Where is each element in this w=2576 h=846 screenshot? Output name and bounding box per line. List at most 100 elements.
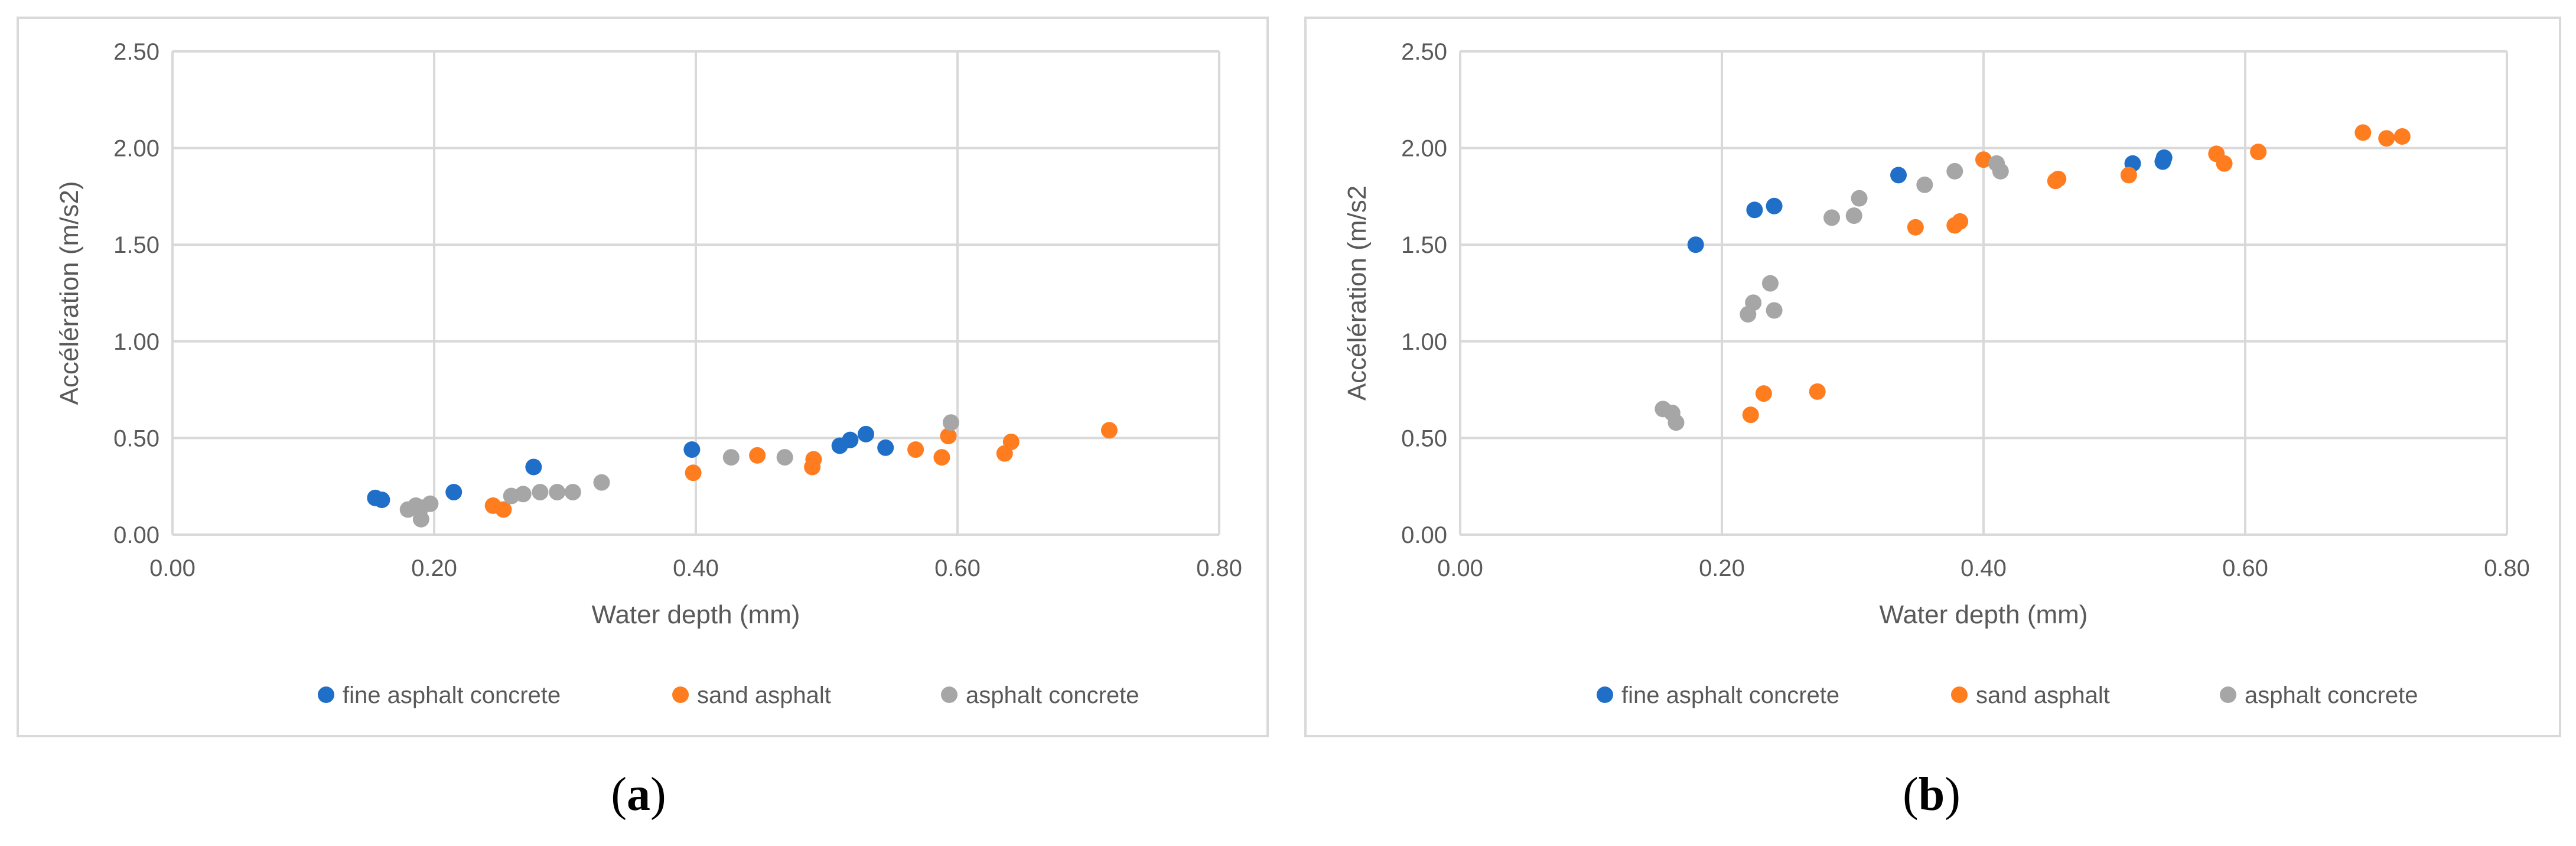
- data-point: [1952, 213, 1969, 230]
- legend-marker: [318, 686, 334, 703]
- y-tick-label: 0.00: [1401, 522, 1447, 548]
- data-point: [1992, 162, 2009, 180]
- data-point: [412, 510, 429, 528]
- legend-label: fine asphalt concrete: [343, 682, 561, 708]
- caption-a: (a): [611, 769, 666, 821]
- legend-label: asphalt concrete: [966, 682, 1139, 708]
- y-tick-label: 1.00: [1401, 329, 1447, 355]
- data-point: [1975, 151, 1992, 168]
- data-point: [1823, 209, 1841, 226]
- scatter-chart-b: 0.00 0.50 1.00 1.50 2.00 2.50 0.00 0.20 0.40 0.60…: [1343, 39, 2530, 708]
- data-point: [1809, 383, 1826, 400]
- x-tick-label: 0.40: [1961, 555, 2007, 581]
- legend-item: asphalt concrete: [941, 682, 1139, 708]
- data-point: [940, 428, 957, 445]
- data-point: [2155, 149, 2173, 166]
- x-tick-label: 0.20: [411, 555, 457, 581]
- data-point: [685, 464, 702, 481]
- data-point: [1916, 176, 1933, 193]
- data-point: [1890, 167, 1907, 184]
- data-point: [877, 439, 894, 456]
- legend-item: sand asphalt: [1951, 682, 2110, 708]
- series-sand-asphalt: [1742, 124, 2411, 424]
- y-tick-label: 2.00: [113, 136, 159, 162]
- legend-item: fine asphalt concrete: [318, 682, 561, 708]
- data-point: [514, 486, 532, 503]
- y-tick-label: 2.00: [1401, 136, 1447, 162]
- data-point: [1745, 294, 1762, 311]
- data-point: [933, 449, 950, 466]
- data-point: [2354, 124, 2372, 141]
- data-point: [564, 484, 581, 501]
- x-tick-label: 0.60: [934, 555, 981, 581]
- y-tick-label: 1.50: [1401, 232, 1447, 258]
- data-point: [2050, 170, 2067, 187]
- data-point: [857, 425, 874, 442]
- caption-a-letter: a: [627, 769, 650, 821]
- y-tick-label: 2.50: [1401, 39, 1447, 65]
- data-point: [1687, 236, 1704, 253]
- data-point: [422, 495, 439, 512]
- scatter-chart-a: 0.00 0.50 1.00 1.50 2.00 2.50 0.00 0.20 0.40 0.60…: [55, 39, 1242, 708]
- data-point: [525, 458, 542, 476]
- data-point: [1761, 275, 1779, 292]
- legend-marker: [672, 686, 689, 703]
- y-tick-label: 2.50: [113, 39, 159, 65]
- legend-label: fine asphalt concrete: [1621, 682, 1839, 708]
- series-fine-asphalt-concrete: [367, 425, 894, 509]
- y-tick-label: 1.00: [113, 329, 159, 355]
- data-point: [2120, 167, 2137, 184]
- data-point: [532, 484, 549, 501]
- data-point: [445, 484, 463, 501]
- data-point: [2216, 155, 2233, 172]
- legend-marker: [2220, 686, 2236, 703]
- data-point: [942, 414, 959, 431]
- data-point: [2378, 130, 2395, 147]
- data-point: [1907, 219, 1924, 236]
- caption-b-letter: b: [1918, 769, 1945, 821]
- chart-panel-a: 0.00 0.50 1.00 1.50 2.00 2.50 0.00 0.20 0.40 0.60…: [17, 17, 1269, 737]
- legend-label: sand asphalt: [1976, 682, 2110, 708]
- y-tick-label: 0.50: [1401, 425, 1447, 451]
- data-point: [805, 451, 822, 468]
- data-point: [907, 441, 924, 458]
- y-axis-title: Accélération (m/s2): [55, 181, 84, 405]
- data-point: [2393, 128, 2411, 145]
- data-point: [2250, 144, 2267, 161]
- x-tick-label: 0.20: [1699, 555, 1745, 581]
- x-tick-label: 0.00: [149, 555, 196, 581]
- data-point: [749, 447, 766, 464]
- data-point: [1002, 433, 1020, 450]
- data-point: [722, 449, 740, 466]
- y-tick-label: 1.50: [113, 232, 159, 258]
- series-sand-asphalt: [484, 422, 1118, 518]
- x-tick-label: 0.00: [1437, 555, 1483, 581]
- data-point: [1766, 302, 1783, 319]
- series-asphalt-concrete: [399, 414, 959, 528]
- data-point: [1946, 162, 1963, 180]
- x-axis-title: Water depth (mm): [592, 600, 800, 629]
- y-tick-label: 0.00: [113, 522, 159, 548]
- legend-marker: [941, 686, 958, 703]
- data-point: [1851, 190, 1868, 207]
- data-point: [373, 492, 390, 509]
- data-point: [1845, 207, 1862, 224]
- data-point: [1755, 385, 1772, 402]
- data-point: [549, 484, 566, 501]
- data-point: [495, 501, 512, 518]
- data-point: [1100, 422, 1118, 439]
- caption-b: (b): [1903, 769, 1961, 821]
- y-axis-title: Accélération (m/s2: [1343, 186, 1372, 401]
- x-tick-label: 0.80: [2484, 555, 2530, 581]
- y-tick-label: 0.50: [113, 425, 159, 451]
- series-asphalt-concrete: [1655, 155, 2009, 431]
- legend-item: fine asphalt concrete: [1597, 682, 1839, 708]
- legend-item: sand asphalt: [672, 682, 831, 708]
- legend-marker: [1951, 686, 1968, 703]
- data-point: [683, 441, 701, 458]
- legend-label: sand asphalt: [697, 682, 831, 708]
- series-fine-asphalt-concrete: [1687, 149, 2173, 253]
- data-point: [1746, 201, 1763, 219]
- data-point: [1766, 197, 1783, 214]
- data-point: [1742, 406, 1759, 424]
